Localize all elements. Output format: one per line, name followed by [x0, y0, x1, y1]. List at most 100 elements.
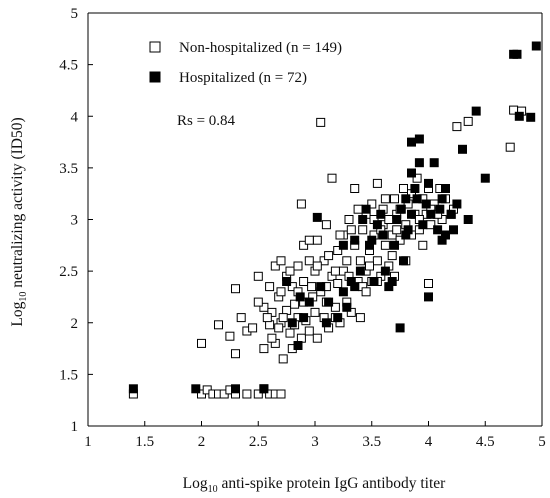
non-hospitalized-point: [253, 389, 263, 399]
hospitalized-point: [480, 173, 490, 183]
hospitalized-point: [304, 297, 314, 307]
non-hospitalized-point: [290, 299, 300, 309]
hospitalized-point: [407, 137, 416, 147]
non-hospitalized-point: [463, 116, 473, 126]
non-hospitalized-point: [399, 184, 408, 193]
hospitalized-point: [355, 266, 365, 276]
hospitalized-point: [418, 220, 428, 230]
hospitalized-point: [378, 230, 388, 240]
y-tick-label: 5: [71, 6, 79, 22]
non-hospitalized-point: [395, 235, 405, 245]
non-hospitalized-point: [380, 240, 390, 250]
non-hospitalized-point: [355, 313, 365, 323]
hospitalized-point: [282, 277, 292, 286]
non-hospitalized-point: [358, 225, 368, 235]
hospitalized-point: [395, 323, 405, 333]
y-tick-label: 4.5: [59, 58, 78, 74]
non-hospitalized-point: [330, 266, 340, 276]
non-hospitalized-point: [346, 225, 356, 235]
hospitalized-point: [449, 225, 458, 235]
hospitalized-point: [421, 199, 431, 209]
hospitalized-point: [358, 215, 368, 224]
hospitalized-point: [338, 240, 348, 250]
non-hospitalized-point: [380, 194, 390, 204]
hospitalized-point: [287, 318, 297, 328]
hospitalized-point: [376, 209, 386, 219]
non-hospitalized-point: [505, 142, 515, 152]
y-axis-title-base: Log: [9, 301, 26, 326]
non-hospitalized-point: [253, 297, 263, 307]
y-tick-label: 2.5: [59, 264, 78, 280]
non-hospitalized-point: [452, 122, 462, 132]
x-tick-label: 3.5: [362, 434, 381, 450]
non-hospitalized-point: [418, 240, 428, 250]
non-hospitalized-point: [274, 323, 284, 333]
non-hospitalized-point: [361, 287, 371, 297]
legend-label-hospitalized: Hospitalized (n = 72): [179, 70, 307, 86]
non-hospitalized-point: [387, 251, 397, 261]
non-hospitalized-point: [307, 282, 317, 292]
non-hospitalized-point: [299, 277, 309, 286]
hospitalized-point: [333, 313, 343, 323]
non-hospitalized-point: [424, 279, 433, 288]
non-hospitalized-point: [330, 302, 340, 312]
non-hospitalized-point: [278, 354, 288, 364]
hospitalized-point: [458, 144, 467, 154]
non-hospitalized-point: [355, 256, 365, 266]
y-axis-title-subscript: 10: [18, 292, 29, 302]
y-axis-ticks: 1 1.5 2 2.5 3 3.5 4 4.5 5: [59, 6, 93, 435]
x-tick-label: 4: [425, 434, 433, 450]
non-hospitalized-point: [390, 194, 399, 204]
hospitalized-point: [514, 111, 524, 121]
hospitalized-point: [387, 277, 397, 286]
legend: Non-hospitalized (n = 149) Hospitalized …: [149, 40, 342, 86]
hospitalized-point: [350, 282, 360, 292]
non-hospitalized-point: [333, 246, 343, 255]
x-axis-ticks: 1 1.5 2 2.5 3 3.5 4 4.5 5: [84, 421, 546, 450]
hospitalized-point: [299, 313, 309, 323]
hospitalized-point: [463, 215, 473, 224]
non-hospitalized-point: [412, 173, 422, 183]
hospitalized-point: [312, 212, 322, 222]
hospitalized-point: [369, 277, 379, 286]
y-tick-label: 1: [71, 419, 79, 435]
non-hospitalized-point: [304, 256, 314, 266]
non-hospitalized-point: [236, 313, 246, 323]
hospitalized-point: [401, 194, 411, 204]
non-hospitalized-point: [285, 266, 295, 276]
non-hospitalized-point: [287, 282, 297, 292]
hospitalized-point: [403, 225, 413, 235]
non-hospitalized-point: [372, 256, 382, 266]
y-tick-label: 1.5: [59, 367, 78, 383]
non-hospitalized-point: [333, 279, 343, 288]
non-hospitalized-point: [304, 235, 314, 245]
hospitalized-point: [392, 215, 402, 224]
hospitalized-point: [259, 384, 269, 394]
hospitalized-point: [350, 235, 360, 245]
hospitalized-point: [390, 240, 399, 250]
hospitalized-point: [361, 204, 371, 214]
hospitalized-point: [437, 235, 447, 245]
non-hospitalized-point: [214, 320, 223, 330]
non-hospitalized-point: [321, 220, 331, 230]
hospitalized-point: [410, 184, 420, 193]
hospitalized-point: [321, 318, 331, 328]
hospitalized-point: [324, 297, 334, 307]
x-tick-label: 1.5: [135, 434, 154, 450]
non-hospitalized-point: [225, 331, 235, 341]
hospitalized-point: [437, 194, 447, 204]
hospitalized-point: [426, 209, 436, 219]
x-tick-label: 5: [538, 434, 546, 450]
non-hospitalized-point: [344, 215, 354, 224]
data-points: [128, 41, 541, 399]
hospitalized-point: [424, 178, 433, 188]
non-hospitalized-point: [312, 333, 322, 343]
x-axis-title-subscript: 10: [208, 484, 218, 495]
non-hospitalized-point: [231, 349, 240, 359]
non-hospitalized-point: [270, 261, 280, 271]
hospitalized-point: [191, 384, 201, 394]
non-hospitalized-point: [365, 261, 374, 271]
y-tick-label: 3: [71, 213, 79, 229]
non-hospitalized-point: [324, 251, 334, 261]
non-hospitalized-point: [262, 313, 272, 323]
